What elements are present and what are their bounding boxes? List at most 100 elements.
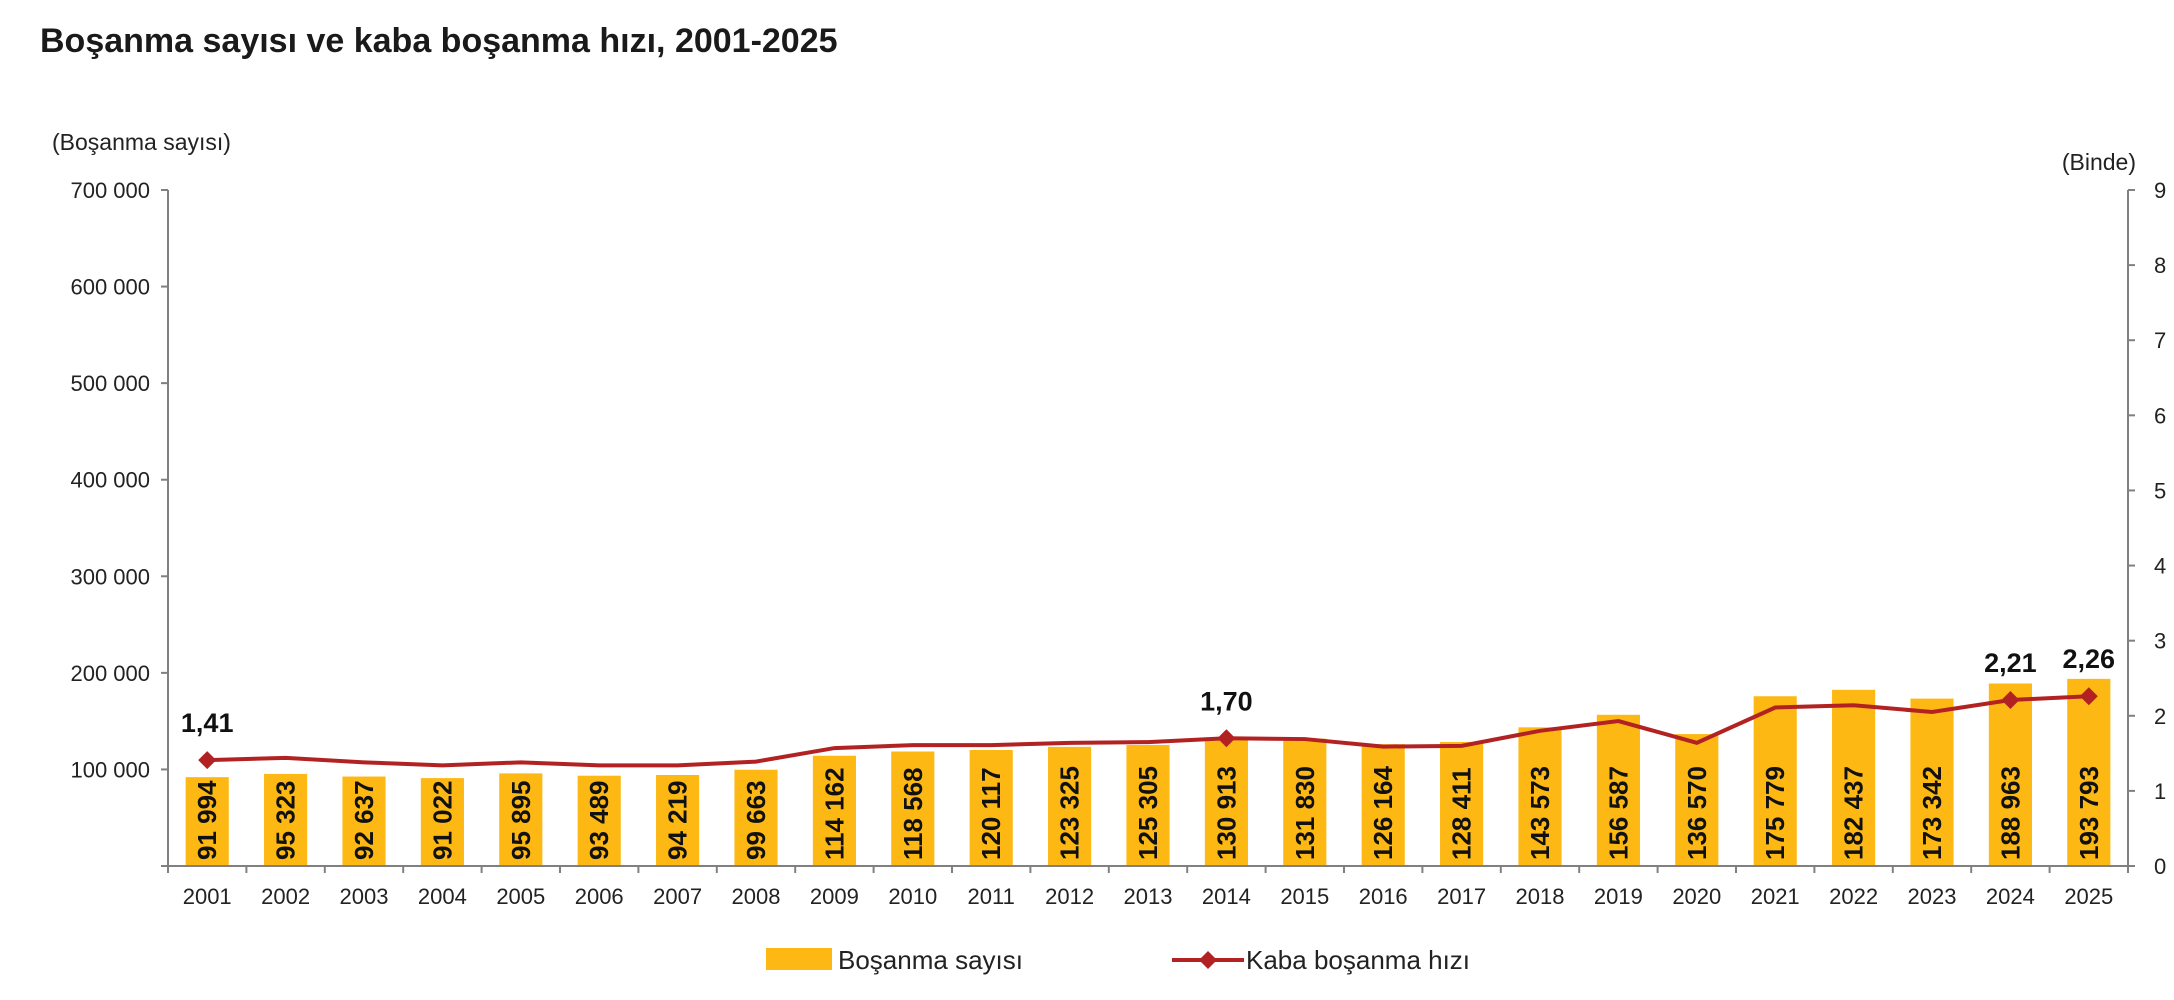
bar-value-label: 91 022 <box>427 780 457 860</box>
right-tick-label: 1 <box>2154 779 2166 804</box>
bar-2001 <box>185 777 229 866</box>
bar-value-label: 99 663 <box>741 780 771 860</box>
bar-value-label: 126 164 <box>1368 765 1398 860</box>
bar-2003 <box>342 776 386 866</box>
bar-2002 <box>264 773 308 866</box>
x-tick-label: 2014 <box>1202 884 1251 909</box>
left-tick-label: 300 000 <box>70 564 150 589</box>
x-tick-label: 2017 <box>1437 884 1486 909</box>
rate-point-label: 1,41 <box>181 708 234 738</box>
bar-value-label: 125 305 <box>1133 766 1163 860</box>
left-axis-label: (Boşanma sayısı) <box>52 129 231 155</box>
rate-point-label: 1,70 <box>1200 686 1253 716</box>
bar-2020 <box>1675 734 1719 866</box>
right-tick-label: 7 <box>2154 328 2166 353</box>
legend-line-marker <box>1199 951 1217 969</box>
x-tick-label: 2015 <box>1280 884 1329 909</box>
left-tick-label: 500 000 <box>70 371 150 396</box>
x-tick-label: 2004 <box>418 884 467 909</box>
bar-2010 <box>891 751 935 866</box>
bar-2022 <box>1832 689 1876 866</box>
bar-value-label: 91 994 <box>192 780 222 860</box>
x-tick-label: 2025 <box>2064 884 2113 909</box>
bar-2012 <box>1048 746 1092 866</box>
bar-2014 <box>1204 739 1248 866</box>
left-tick-label: 100 000 <box>70 757 150 782</box>
bar-2019 <box>1596 714 1640 866</box>
bar-value-label: 92 637 <box>349 780 379 860</box>
bar-value-label: 95 895 <box>506 780 536 860</box>
x-tick-label: 2020 <box>1672 884 1721 909</box>
bar-2015 <box>1283 738 1327 866</box>
right-tick-label: 6 <box>2154 403 2166 428</box>
x-tick-label: 2010 <box>888 884 937 909</box>
left-tick-label: 700 000 <box>70 178 150 203</box>
bar-2016 <box>1361 744 1405 866</box>
bar-2025 <box>2067 678 2111 866</box>
chart-title: Boşanma sayısı ve kaba boşanma hızı, 200… <box>40 22 838 60</box>
left-tick-label: 400 000 <box>70 468 150 493</box>
bar-2024 <box>1988 683 2032 866</box>
x-tick-label: 2023 <box>1908 884 1957 909</box>
x-tick-label: 2008 <box>732 884 781 909</box>
rate-point-label: 2,26 <box>2063 644 2116 674</box>
bar-2007 <box>656 775 700 866</box>
x-tick-label: 2021 <box>1751 884 1800 909</box>
x-tick-label: 2006 <box>575 884 624 909</box>
bar-value-label: 118 568 <box>898 767 928 860</box>
right-tick-label: 2 <box>2154 704 2166 729</box>
bar-2011 <box>969 750 1013 866</box>
bar-value-label: 182 437 <box>1839 766 1869 860</box>
rate-point-marker <box>2001 691 2020 710</box>
bar-value-label: 136 570 <box>1682 766 1712 860</box>
bar-value-label: 130 913 <box>1211 766 1241 860</box>
legend-bar-label: Boşanma sayısı <box>838 945 1023 975</box>
right-tick-label: 4 <box>2154 554 2166 579</box>
bar-value-label: 188 963 <box>1995 766 2025 860</box>
bar-value-label: 131 830 <box>1290 766 1320 860</box>
right-tick-label: 8 <box>2154 253 2166 278</box>
left-tick-label: 600 000 <box>70 275 150 300</box>
right-tick-label: 0 <box>2154 854 2166 879</box>
right-axis-label: (Binde) <box>2062 149 2136 175</box>
x-tick-label: 2007 <box>653 884 702 909</box>
right-tick-label: 3 <box>2154 629 2166 654</box>
bar-value-label: 95 323 <box>271 780 301 860</box>
x-tick-label: 2009 <box>810 884 859 909</box>
x-tick-label: 2024 <box>1986 884 2035 909</box>
bar-2013 <box>1126 744 1170 866</box>
rate-point-marker <box>2079 687 2098 706</box>
legend-bar-swatch <box>766 948 832 970</box>
bar-2017 <box>1440 741 1484 866</box>
bar-value-label: 93 489 <box>584 780 614 860</box>
right-tick-label: 9 <box>2154 178 2166 203</box>
rate-point-label: 2,21 <box>1984 648 2037 678</box>
bar-value-label: 114 162 <box>819 767 849 860</box>
bar-2006 <box>577 775 621 866</box>
rate-point-marker <box>198 751 217 770</box>
x-tick-label: 2012 <box>1045 884 1094 909</box>
bar-2021 <box>1753 696 1797 866</box>
bar-value-label: 94 219 <box>663 780 693 860</box>
x-tick-label: 2005 <box>496 884 545 909</box>
x-tick-label: 2016 <box>1359 884 1408 909</box>
bar-2005 <box>499 773 543 866</box>
rate-line <box>207 694 2089 768</box>
x-tick-label: 2018 <box>1516 884 1565 909</box>
x-tick-label: 2011 <box>968 884 1015 909</box>
left-tick-label: 200 000 <box>70 661 150 686</box>
bar-value-label: 128 411 <box>1447 767 1477 860</box>
rate-point-marker <box>1217 729 1236 748</box>
x-tick-label: 2001 <box>183 884 232 909</box>
bar-2008 <box>734 769 778 866</box>
bar-value-label: 143 573 <box>1525 766 1555 860</box>
bar-value-label: 120 117 <box>976 767 1006 860</box>
bar-value-label: 123 325 <box>1055 766 1085 860</box>
bar-value-label: 173 342 <box>1917 766 1947 860</box>
x-tick-label: 2019 <box>1594 884 1643 909</box>
bar-value-label: 175 779 <box>1760 766 1790 860</box>
legend-line-label: Kaba boşanma hızı <box>1246 945 1470 975</box>
right-tick-label: 5 <box>2154 478 2166 503</box>
bar-2018 <box>1518 727 1562 866</box>
